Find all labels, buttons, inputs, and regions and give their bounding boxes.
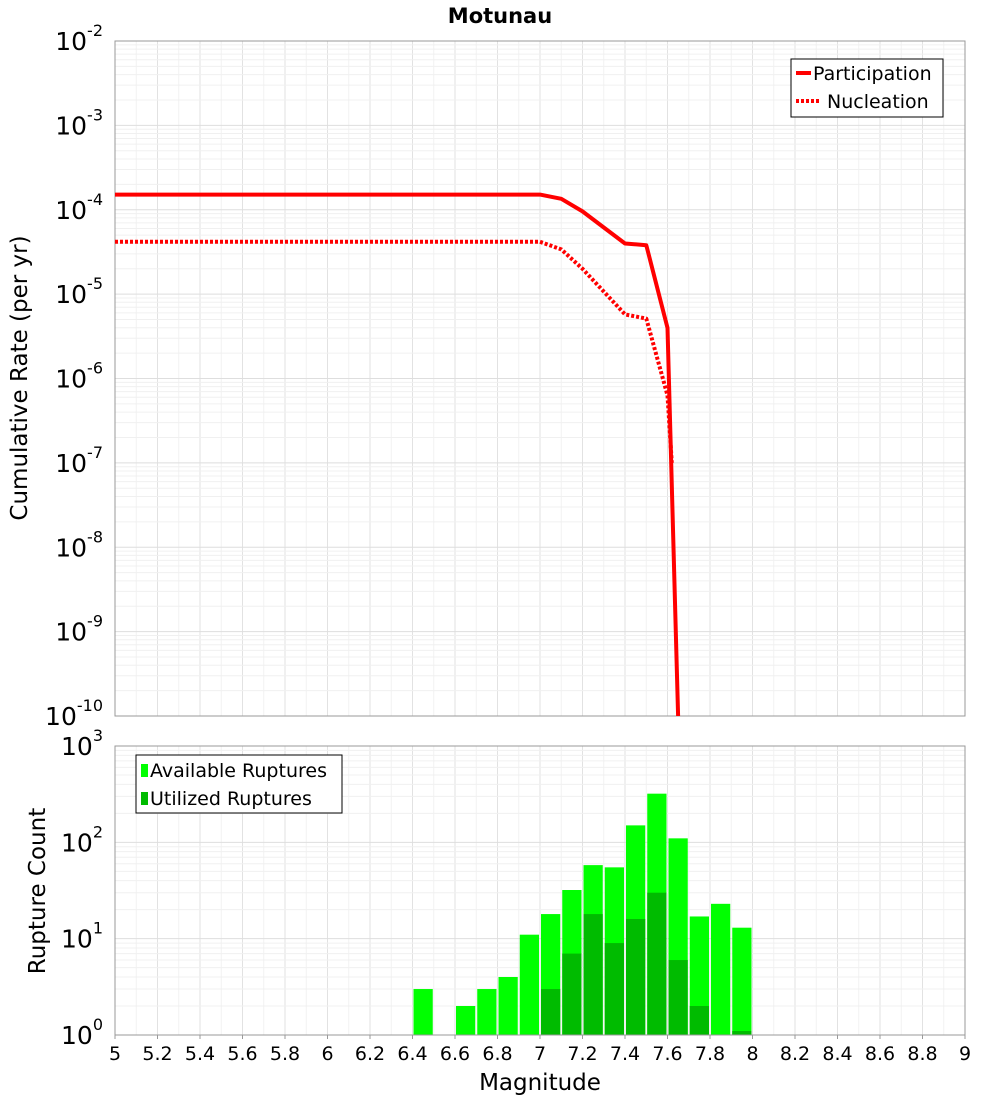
x-axis-label: Magnitude [479, 1070, 601, 1096]
chart-title: Motunau [448, 4, 552, 28]
x-tick-label: 8.2 [780, 1043, 810, 1065]
rate-y-tick-label: 10-3 [55, 105, 103, 140]
x-tick-label: 6.4 [397, 1043, 427, 1065]
x-tick-label: 6 [321, 1043, 333, 1065]
count-plot: 103 102 101 100 5 5.2 5.4 5.6 5.8 6 6.2 6.4 6.6 6.8 7… [25, 726, 971, 1096]
utilized-bar [668, 960, 688, 1035]
legend-utilized-label: Utilized Ruptures [150, 788, 312, 810]
nucleation-line [115, 239, 674, 464]
x-tick-label: 6.8 [482, 1043, 512, 1065]
utilized-bar [732, 1031, 752, 1035]
count-bars [413, 793, 752, 1035]
x-tick-label: 8.8 [907, 1043, 937, 1065]
x-tick-label: 5.8 [270, 1043, 300, 1065]
x-tick-label: 7.2 [567, 1043, 597, 1065]
count-y-axis-label: Rupture Count [25, 808, 51, 974]
rate-plot-grid [114, 41, 966, 717]
count-y-tick-label: 101 [61, 919, 103, 954]
x-tick-label: 7.6 [652, 1043, 682, 1065]
x-tick-label: 7.4 [610, 1043, 640, 1065]
count-plot-grid [114, 746, 966, 1036]
legend-nucleation-label: Nucleation [827, 91, 929, 113]
rate-y-tick-label: 10-2 [55, 21, 103, 56]
utilized-bar [541, 989, 561, 1035]
rate-y-tick-label: 10-6 [55, 359, 103, 394]
rate-legend: Participation Nucleation [790, 58, 944, 118]
count-legend: Available Ruptures Utilized Ruptures [135, 754, 343, 814]
rate-plot: 10-210-310-410-510-610-710-810-910-10 Cu… [7, 21, 966, 731]
x-tick-label: 8.4 [822, 1043, 852, 1065]
rate-y-tick-label: 10-7 [55, 443, 103, 478]
rate-y-axis-label: Cumulative Rate (per yr) [7, 235, 33, 520]
utilized-bar [583, 914, 603, 1035]
available-bar [689, 916, 709, 1035]
x-tick-label: 5.2 [142, 1043, 172, 1065]
legend-available-label: Available Ruptures [150, 760, 327, 782]
count-legend-box [135, 754, 343, 814]
legend-participation-label: Participation [813, 63, 932, 85]
count-y-tick-label: 100 [61, 1015, 103, 1050]
available-bar [498, 977, 518, 1035]
rate-y-tick-label: 10-9 [55, 612, 103, 647]
x-tick-label: 7.8 [695, 1043, 725, 1065]
x-tick-label: 6.2 [355, 1043, 385, 1065]
rate-y-tick-label: 10-4 [55, 190, 103, 225]
count-y-ticks: 103 102 101 100 [61, 726, 103, 1050]
legend-utilized-swatch [141, 792, 148, 805]
x-tick-label: 8 [746, 1043, 758, 1065]
available-bar [519, 934, 539, 1035]
rate-series [115, 192, 681, 717]
rate-legend-box [790, 58, 944, 118]
x-tick-label: 6.6 [440, 1043, 470, 1065]
rate-y-ticks: 10-210-310-410-510-610-710-810-910-10 [45, 21, 103, 731]
available-bar [456, 1006, 476, 1035]
rate-y-tick-label: 10-5 [55, 274, 103, 309]
available-bar [413, 989, 433, 1035]
utilized-bar [647, 892, 667, 1035]
x-tick-label: 8.6 [865, 1043, 895, 1065]
available-bar [711, 903, 731, 1035]
available-bar [732, 927, 752, 1035]
count-y-tick-label: 103 [61, 726, 103, 761]
rate-y-tick-label: 10-8 [55, 527, 103, 562]
utilized-bar [689, 1006, 709, 1035]
utilized-bar [604, 943, 624, 1035]
x-tick-label: 5.4 [185, 1043, 215, 1065]
legend-available-swatch [141, 764, 148, 777]
participation-line [115, 192, 681, 717]
available-bar [477, 989, 497, 1035]
x-tick-label: 9 [959, 1043, 971, 1065]
rate-plot-frame [114, 40, 966, 717]
x-tick-label: 7 [534, 1043, 546, 1065]
x-tick-label: 5.6 [227, 1043, 257, 1065]
utilized-bar [562, 953, 582, 1035]
count-y-tick-label: 102 [61, 822, 103, 857]
count-x-ticks: 5 5.2 5.4 5.6 5.8 6 6.2 6.4 6.6 6.8 7 7.2 7.4 7.6 7.8 8… [109, 1035, 971, 1065]
utilized-bar [626, 919, 646, 1035]
x-tick-label: 5 [109, 1043, 121, 1065]
